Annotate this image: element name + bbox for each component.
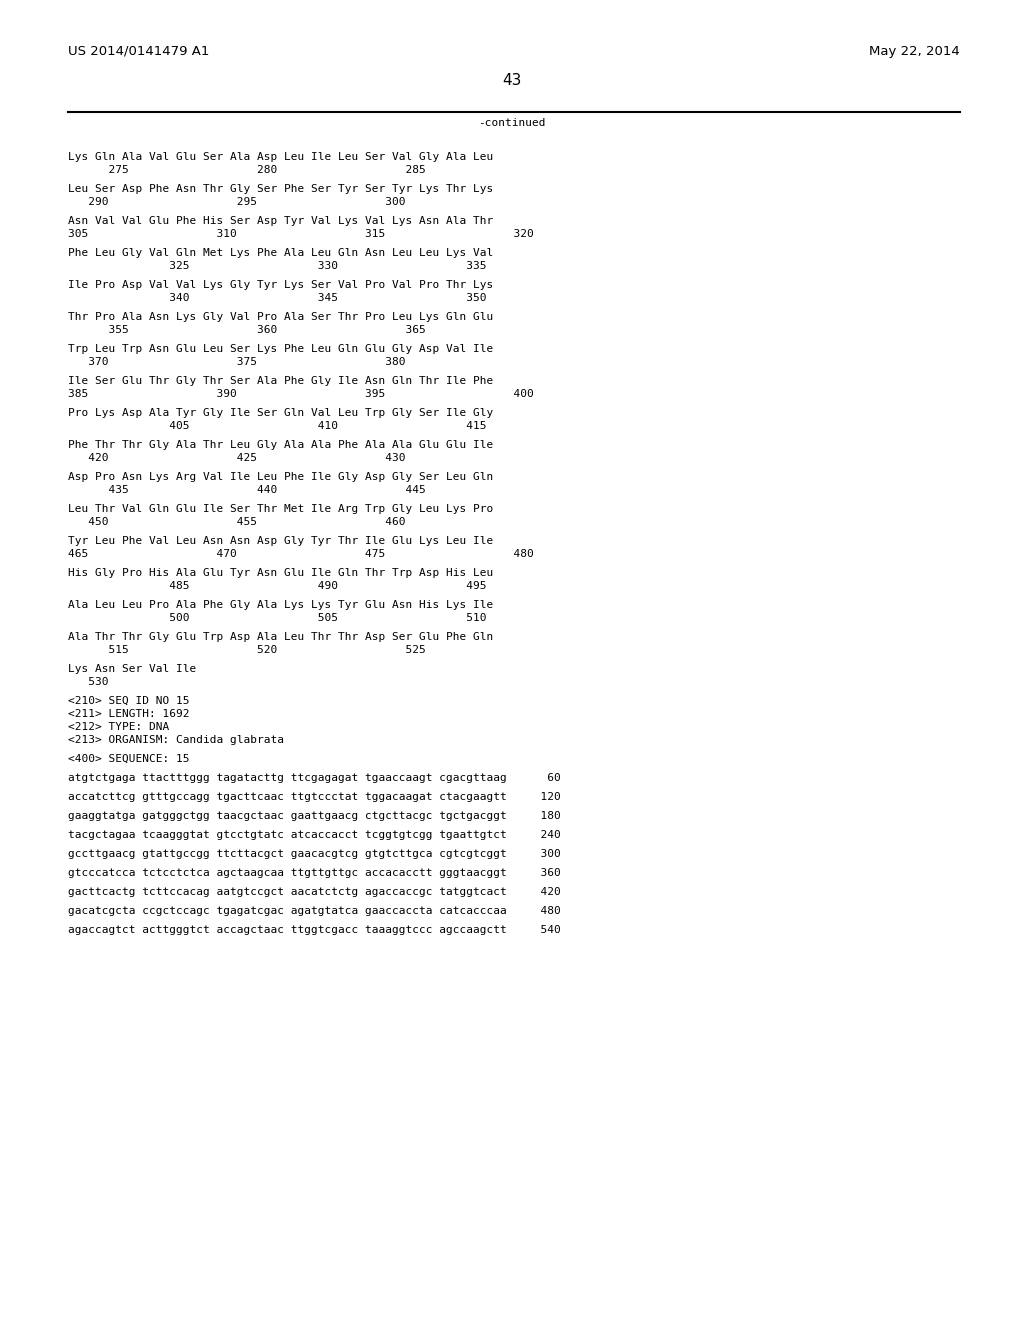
Text: 340                   345                   350: 340 345 350 — [68, 293, 507, 304]
Text: 43: 43 — [503, 73, 521, 88]
Text: Thr Pro Ala Asn Lys Gly Val Pro Ala Ser Thr Pro Leu Lys Gln Glu: Thr Pro Ala Asn Lys Gly Val Pro Ala Ser … — [68, 312, 494, 322]
Text: Ala Thr Thr Gly Glu Trp Asp Ala Leu Thr Thr Asp Ser Glu Phe Gln: Ala Thr Thr Gly Glu Trp Asp Ala Leu Thr … — [68, 632, 494, 642]
Text: 500                   505                   510: 500 505 510 — [68, 612, 507, 623]
Text: -continued: -continued — [478, 117, 546, 128]
Text: Lys Asn Ser Val Ile: Lys Asn Ser Val Ile — [68, 664, 197, 675]
Text: 435                   440                   445: 435 440 445 — [68, 484, 507, 495]
Text: tacgctagaa tcaagggtat gtcctgtatc atcaccacct tcggtgtcgg tgaattgtct     240: tacgctagaa tcaagggtat gtcctgtatc atcacca… — [68, 830, 561, 840]
Text: accatcttcg gtttgccagg tgacttcaac ttgtccctat tggacaagat ctacgaagtt     120: accatcttcg gtttgccagg tgacttcaac ttgtccc… — [68, 792, 561, 803]
Text: 305                   310                   315                   320: 305 310 315 320 — [68, 228, 534, 239]
Text: Tyr Leu Phe Val Leu Asn Asn Asp Gly Tyr Thr Ile Glu Lys Leu Ile: Tyr Leu Phe Val Leu Asn Asn Asp Gly Tyr … — [68, 536, 494, 546]
Text: Leu Ser Asp Phe Asn Thr Gly Ser Phe Ser Tyr Ser Tyr Lys Thr Lys: Leu Ser Asp Phe Asn Thr Gly Ser Phe Ser … — [68, 183, 494, 194]
Text: <213> ORGANISM: Candida glabrata: <213> ORGANISM: Candida glabrata — [68, 735, 284, 744]
Text: <400> SEQUENCE: 15: <400> SEQUENCE: 15 — [68, 754, 189, 764]
Text: Trp Leu Trp Asn Glu Leu Ser Lys Phe Leu Gln Glu Gly Asp Val Ile: Trp Leu Trp Asn Glu Leu Ser Lys Phe Leu … — [68, 345, 494, 354]
Text: Asn Val Val Glu Phe His Ser Asp Tyr Val Lys Val Lys Asn Ala Thr: Asn Val Val Glu Phe His Ser Asp Tyr Val … — [68, 216, 494, 226]
Text: Ile Pro Asp Val Val Lys Gly Tyr Lys Ser Val Pro Val Pro Thr Lys: Ile Pro Asp Val Val Lys Gly Tyr Lys Ser … — [68, 280, 494, 290]
Text: Phe Leu Gly Val Gln Met Lys Phe Ala Leu Gln Asn Leu Leu Lys Val: Phe Leu Gly Val Gln Met Lys Phe Ala Leu … — [68, 248, 494, 257]
Text: gtcccatcca tctcctctca agctaagcaa ttgttgttgc accacacctt gggtaacggt     360: gtcccatcca tctcctctca agctaagcaa ttgttgt… — [68, 869, 561, 878]
Text: atgtctgaga ttactttggg tagatacttg ttcgagagat tgaaccaagt cgacgttaag      60: atgtctgaga ttactttggg tagatacttg ttcgaga… — [68, 774, 561, 783]
Text: Lys Gln Ala Val Glu Ser Ala Asp Leu Ile Leu Ser Val Gly Ala Leu: Lys Gln Ala Val Glu Ser Ala Asp Leu Ile … — [68, 152, 494, 162]
Text: Ile Ser Glu Thr Gly Thr Ser Ala Phe Gly Ile Asn Gln Thr Ile Phe: Ile Ser Glu Thr Gly Thr Ser Ala Phe Gly … — [68, 376, 494, 385]
Text: Asp Pro Asn Lys Arg Val Ile Leu Phe Ile Gly Asp Gly Ser Leu Gln: Asp Pro Asn Lys Arg Val Ile Leu Phe Ile … — [68, 473, 494, 482]
Text: <211> LENGTH: 1692: <211> LENGTH: 1692 — [68, 709, 189, 719]
Text: Pro Lys Asp Ala Tyr Gly Ile Ser Gln Val Leu Trp Gly Ser Ile Gly: Pro Lys Asp Ala Tyr Gly Ile Ser Gln Val … — [68, 408, 494, 418]
Text: 325                   330                   335: 325 330 335 — [68, 261, 507, 271]
Text: 465                   470                   475                   480: 465 470 475 480 — [68, 549, 534, 558]
Text: 370                   375                   380: 370 375 380 — [68, 356, 507, 367]
Text: 515                   520                   525: 515 520 525 — [68, 645, 507, 655]
Text: May 22, 2014: May 22, 2014 — [869, 45, 961, 58]
Text: <212> TYPE: DNA: <212> TYPE: DNA — [68, 722, 169, 733]
Text: 420                   425                   430: 420 425 430 — [68, 453, 507, 463]
Text: His Gly Pro His Ala Glu Tyr Asn Glu Ile Gln Thr Trp Asp His Leu: His Gly Pro His Ala Glu Tyr Asn Glu Ile … — [68, 568, 494, 578]
Text: 290                   295                   300: 290 295 300 — [68, 197, 507, 207]
Text: Ala Leu Leu Pro Ala Phe Gly Ala Lys Lys Tyr Glu Asn His Lys Ile: Ala Leu Leu Pro Ala Phe Gly Ala Lys Lys … — [68, 601, 494, 610]
Text: 450                   455                   460: 450 455 460 — [68, 517, 507, 527]
Text: gaaggtatga gatgggctgg taacgctaac gaattgaacg ctgcttacgc tgctgacggt     180: gaaggtatga gatgggctgg taacgctaac gaattga… — [68, 810, 561, 821]
Text: <210> SEQ ID NO 15: <210> SEQ ID NO 15 — [68, 696, 189, 706]
Text: 485                   490                   495: 485 490 495 — [68, 581, 507, 591]
Text: gccttgaacg gtattgccgg ttcttacgct gaacacgtcg gtgtcttgca cgtcgtcggt     300: gccttgaacg gtattgccgg ttcttacgct gaacacg… — [68, 849, 561, 859]
Text: 385                   390                   395                   400: 385 390 395 400 — [68, 389, 534, 399]
Text: agaccagtct acttgggtct accagctaac ttggtcgacc taaaggtccc agccaagctt     540: agaccagtct acttgggtct accagctaac ttggtcg… — [68, 925, 561, 935]
Text: gacttcactg tcttccacag aatgtccgct aacatctctg agaccaccgc tatggtcact     420: gacttcactg tcttccacag aatgtccgct aacatct… — [68, 887, 561, 898]
Text: 355                   360                   365: 355 360 365 — [68, 325, 507, 335]
Text: Phe Thr Thr Gly Ala Thr Leu Gly Ala Ala Phe Ala Ala Glu Glu Ile: Phe Thr Thr Gly Ala Thr Leu Gly Ala Ala … — [68, 440, 494, 450]
Text: Leu Thr Val Gln Glu Ile Ser Thr Met Ile Arg Trp Gly Leu Lys Pro: Leu Thr Val Gln Glu Ile Ser Thr Met Ile … — [68, 504, 494, 513]
Text: US 2014/0141479 A1: US 2014/0141479 A1 — [68, 45, 209, 58]
Text: 405                   410                   415: 405 410 415 — [68, 421, 507, 432]
Text: 530: 530 — [68, 677, 203, 686]
Text: gacatcgcta ccgctccagc tgagatcgac agatgtatca gaaccaccta catcacccaa     480: gacatcgcta ccgctccagc tgagatcgac agatgta… — [68, 906, 561, 916]
Text: 275                   280                   285: 275 280 285 — [68, 165, 507, 176]
